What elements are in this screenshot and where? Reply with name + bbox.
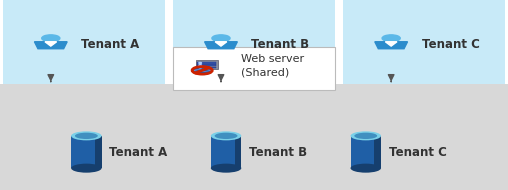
Text: Tenant C: Tenant C — [389, 146, 447, 158]
Polygon shape — [215, 42, 227, 46]
Ellipse shape — [355, 133, 377, 139]
Bar — [374, 136, 381, 168]
Bar — [95, 136, 102, 168]
Text: Tenant A: Tenant A — [109, 146, 168, 158]
Bar — [3, 0, 165, 84]
Circle shape — [382, 35, 400, 42]
Bar — [47, 40, 55, 42]
FancyBboxPatch shape — [173, 47, 335, 90]
Ellipse shape — [351, 131, 381, 140]
Bar — [343, 0, 505, 84]
Circle shape — [199, 65, 202, 66]
Polygon shape — [205, 42, 237, 49]
Bar — [351, 136, 381, 168]
Bar — [197, 64, 216, 66]
Polygon shape — [35, 42, 67, 49]
Circle shape — [212, 35, 230, 42]
Bar — [217, 40, 225, 42]
Text: Tenant C: Tenant C — [422, 38, 480, 51]
Polygon shape — [45, 42, 57, 46]
Ellipse shape — [214, 133, 238, 139]
FancyBboxPatch shape — [196, 60, 218, 69]
Text: Tenant B: Tenant B — [249, 146, 307, 158]
Ellipse shape — [351, 164, 381, 173]
Bar — [387, 40, 395, 42]
Ellipse shape — [211, 164, 241, 173]
Ellipse shape — [71, 164, 102, 173]
Ellipse shape — [71, 131, 102, 140]
Polygon shape — [375, 42, 407, 49]
Ellipse shape — [75, 133, 98, 139]
Bar — [197, 62, 216, 64]
Ellipse shape — [211, 131, 241, 140]
Text: Tenant B: Tenant B — [251, 38, 309, 51]
Text: Web server
(Shared): Web server (Shared) — [241, 54, 304, 78]
Circle shape — [42, 35, 60, 42]
Circle shape — [192, 66, 212, 74]
Bar — [211, 136, 241, 168]
Bar — [173, 0, 335, 84]
Polygon shape — [386, 42, 397, 46]
Circle shape — [199, 67, 202, 68]
Bar — [197, 67, 216, 68]
Bar — [0, 84, 508, 190]
Bar — [71, 136, 102, 168]
Text: Tenant A: Tenant A — [81, 38, 140, 51]
Bar — [235, 136, 241, 168]
